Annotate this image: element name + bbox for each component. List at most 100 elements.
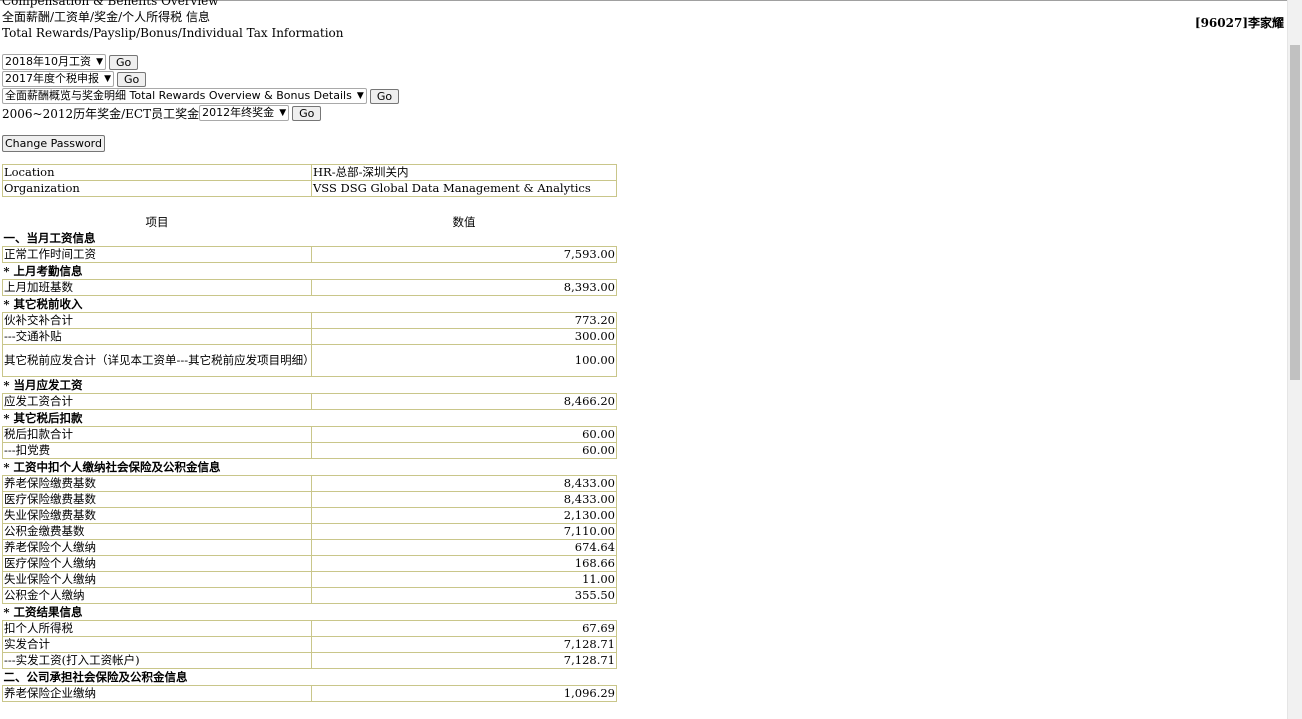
row-value: 11.00	[311, 571, 617, 588]
page-header: Compensation & Benefits Overview 全面薪酬/工资…	[2, 0, 343, 41]
top-border	[0, 0, 1302, 1]
employee-info-table: Location HR-总部-深圳关内 Organization VSS DSG…	[2, 164, 617, 197]
location-label: Location	[2, 164, 312, 181]
row-label: ---实发工资(打入工资帐户)	[2, 652, 312, 669]
change-password-button[interactable]: Change Password	[2, 135, 105, 152]
row-label: 正常工作时间工资	[2, 246, 312, 263]
table-row: 应发工资合计 8,466.20	[2, 393, 617, 410]
section-header: 一、当月工资信息	[3, 230, 96, 245]
scrollbar-thumb[interactable]	[1290, 45, 1300, 380]
table-header-row: 项目 数值	[3, 213, 617, 230]
row-value: 100.00	[311, 344, 617, 377]
row-label: 失业保险个人缴纳	[2, 571, 312, 588]
row-label: ---交通补贴	[2, 328, 312, 345]
section-header-row: * 工资结果信息	[3, 604, 617, 621]
row-label: 伙补交补合计	[2, 312, 312, 329]
section-header-row: * 其它税前收入	[3, 296, 617, 313]
row-value: 7,128.71	[311, 636, 617, 653]
dropdown-arrow-icon: ▼	[104, 74, 111, 84]
row-value: 168.66	[311, 555, 617, 572]
section-header: * 工资结果信息	[3, 604, 83, 619]
payslip-month-go-button[interactable]: Go	[109, 54, 139, 70]
section-header-row: * 工资中扣个人缴纳社会保险及公积金信息	[3, 459, 617, 476]
total-rewards-row: 全面薪酬概览与奖金明细 Total Rewards Overview & Bon…	[2, 88, 400, 104]
vertical-scrollbar[interactable]	[1287, 0, 1302, 719]
total-rewards-select[interactable]: 全面薪酬概览与奖金明细 Total Rewards Overview & Bon…	[2, 88, 367, 104]
tax-year-select-value: 2017年度个税申报	[5, 72, 99, 85]
tax-year-go-button[interactable]: Go	[117, 71, 147, 87]
tax-year-select[interactable]: 2017年度个税申报 ▼	[2, 71, 114, 87]
section-header: * 工资中扣个人缴纳社会保险及公积金信息	[3, 459, 221, 474]
row-value: 7,128.71	[311, 652, 617, 669]
table-row: 其它税前应发合计（详见本工资单---其它税前应发项目明细） 100.00	[2, 344, 617, 377]
table-row: 公积金缴费基数 7,110.00	[2, 523, 617, 540]
section-header-row: * 上月考勤信息	[3, 263, 617, 280]
row-value: 773.20	[311, 312, 617, 329]
location-value: HR-总部-深圳关内	[311, 164, 617, 181]
payslip-table-body: 一、当月工资信息 正常工作时间工资 7,593.00 * 上月考勤信息 上月加班基数 8,…	[2, 230, 617, 702]
row-value: 7,593.00	[311, 246, 617, 263]
bonus-history-go-button[interactable]: Go	[292, 105, 322, 121]
page-title-cn: 全面薪酬/工资单/奖金/个人所得税 信息	[2, 10, 210, 24]
table-row: Organization VSS DSG Global Data Managem…	[2, 180, 617, 197]
section-header-row: * 当月应发工资	[3, 377, 617, 394]
table-row: 正常工作时间工资 7,593.00	[2, 246, 617, 263]
table-row: Location HR-总部-深圳关内	[2, 164, 617, 181]
total-rewards-select-value: 全面薪酬概览与奖金明细 Total Rewards Overview & Bon…	[5, 89, 352, 102]
row-value: 1,096.29	[311, 685, 617, 702]
organization-value: VSS DSG Global Data Management & Analyti…	[311, 180, 617, 197]
page-title-en: Total Rewards/Payslip/Bonus/Individual T…	[2, 26, 344, 40]
bonus-history-label: 2006~2012历年奖金/ECT员工奖金	[2, 106, 200, 121]
row-label: 养老保险企业缴纳	[2, 685, 312, 702]
row-value: 8,466.20	[311, 393, 617, 410]
table-row: 养老保险企业缴纳 1,096.29	[2, 685, 617, 702]
table-row: 失业保险个人缴纳 11.00	[2, 571, 617, 588]
table-row: 医疗保险个人缴纳 168.66	[2, 555, 617, 572]
table-row: 实发合计 7,128.71	[2, 636, 617, 653]
table-row: 上月加班基数 8,393.00	[2, 279, 617, 296]
payslip-month-select[interactable]: 2018年10月工资 ▼	[2, 54, 106, 70]
dropdown-arrow-icon: ▼	[96, 57, 103, 67]
row-value: 674.64	[311, 539, 617, 556]
total-rewards-go-button[interactable]: Go	[369, 88, 400, 104]
organization-label: Organization	[2, 180, 312, 197]
section-header: * 其它税前收入	[3, 296, 83, 311]
row-label: 养老保险缴费基数	[2, 475, 312, 492]
table-row: ---交通补贴 300.00	[2, 328, 617, 345]
table-row: 扣个人所得税 67.69	[2, 620, 617, 637]
row-value: 7,110.00	[311, 523, 617, 540]
row-value: 67.69	[311, 620, 617, 637]
table-row: 医疗保险缴费基数 8,433.00	[2, 491, 617, 508]
section-header: 二、公司承担社会保险及公积金信息	[3, 669, 188, 684]
row-label: 实发合计	[2, 636, 312, 653]
row-label: 税后扣款合计	[2, 426, 312, 443]
row-label: 上月加班基数	[2, 279, 312, 296]
dropdown-arrow-icon: ▼	[356, 91, 364, 101]
section-header: * 当月应发工资	[3, 377, 83, 392]
row-value: 8,393.00	[311, 279, 617, 296]
table-row: 税后扣款合计 60.00	[2, 426, 617, 443]
row-value: 300.00	[311, 328, 617, 345]
row-value: 8,433.00	[311, 475, 617, 492]
table-row: 失业保险缴费基数 2,130.00	[2, 507, 617, 524]
table-row: 伙补交补合计 773.20	[2, 312, 617, 329]
dropdown-arrow-icon: ▼	[279, 108, 287, 118]
table-row: 养老保险个人缴纳 674.64	[2, 539, 617, 556]
bonus-history-select[interactable]: 2012年终奖金 ▼	[199, 105, 290, 121]
row-value: 60.00	[311, 426, 617, 443]
user-id-label: [96027]李家耀	[1194, 16, 1284, 30]
row-label: 医疗保险个人缴纳	[2, 555, 312, 572]
row-label: 公积金个人缴纳	[2, 587, 312, 604]
table-row: ---扣党费 60.00	[2, 442, 617, 459]
row-label: 扣个人所得税	[2, 620, 312, 637]
row-value: 2,130.00	[311, 507, 617, 524]
payslip-month-row: 2018年10月工资 ▼ Go	[2, 54, 139, 70]
row-label: 失业保险缴费基数	[2, 507, 312, 524]
column-header-value: 数值	[452, 214, 476, 229]
row-label: 养老保险个人缴纳	[2, 539, 312, 556]
section-header-row: 二、公司承担社会保险及公积金信息	[3, 669, 617, 686]
section-header-row: 一、当月工资信息	[3, 230, 617, 247]
section-header-row: * 其它税后扣款	[3, 410, 617, 427]
bonus-history-row: 2006~2012历年奖金/ECT员工奖金 2012年终奖金 ▼ Go	[2, 105, 322, 121]
